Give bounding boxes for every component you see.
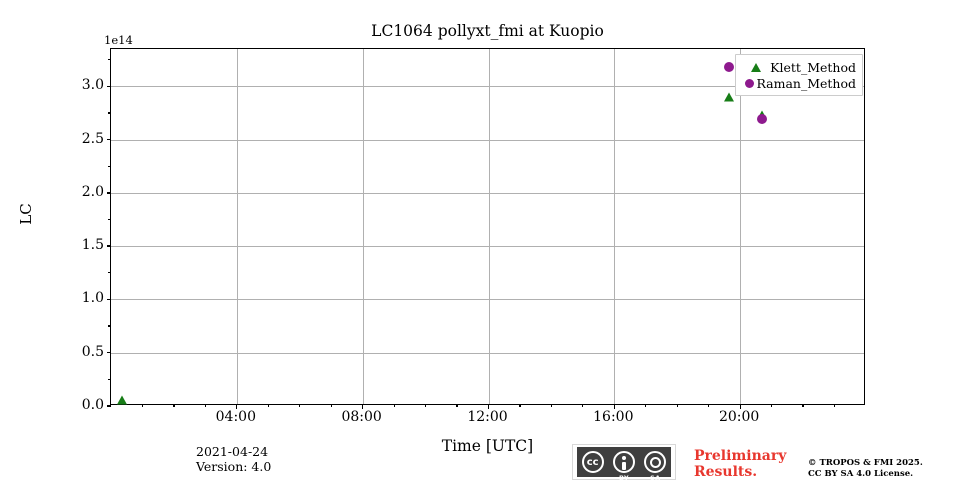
y-axis-label: LC	[17, 203, 35, 225]
footer-date-version: 2021-04-24 Version: 4.0	[196, 444, 271, 474]
gridline-vertical	[614, 49, 616, 404]
legend-box: Klett_Method Raman_Method	[735, 54, 863, 96]
x-tick-mark-minor	[771, 404, 773, 407]
y-tick-mark-minor	[108, 165, 111, 167]
x-tick-mark-minor	[519, 404, 521, 407]
x-tick-label: 12:00	[467, 409, 508, 425]
y-tick-mark	[106, 192, 111, 194]
gridline-horizontal	[111, 86, 864, 88]
data-point-klett[interactable]	[117, 395, 127, 405]
copyright-line-1: © TROPOS & FMI 2025.	[808, 458, 923, 468]
y-tick-mark-minor	[108, 325, 111, 327]
y-tick-label: 1.0	[81, 290, 104, 307]
gridline-horizontal	[111, 192, 864, 194]
y-tick-mark	[106, 245, 111, 247]
preliminary-line-1: Preliminary	[694, 448, 787, 464]
x-axis-label: Time [UTC]	[441, 437, 534, 455]
x-tick-mark	[362, 404, 364, 409]
x-tick-mark-minor	[330, 404, 332, 407]
sa-share-alike-icon: SA	[644, 451, 667, 482]
gridline-horizontal	[111, 139, 864, 141]
x-tick-mark-minor	[267, 404, 269, 407]
x-tick-mark-minor	[708, 404, 710, 407]
x-tick-mark	[739, 404, 741, 409]
x-tick-mark-minor	[456, 404, 458, 407]
y-axis-tick-label-group: 0.0 0.5 1.0 1.5 2.0 2.5 3.0	[54, 48, 104, 413]
x-tick-label: 16:00	[593, 409, 634, 425]
copyright-line-2: CC BY SA 4.0 License.	[808, 468, 914, 479]
preliminary-line-2: Results.	[694, 464, 758, 480]
y-tick-mark-minor	[108, 112, 111, 114]
y-tick-label: 3.0	[81, 77, 104, 94]
data-point-raman[interactable]	[757, 114, 768, 125]
footer-date-text: 2021-04-24	[196, 444, 269, 459]
x-tick-mark	[613, 404, 615, 409]
gridline-horizontal	[111, 246, 864, 248]
gridline-vertical	[740, 49, 742, 404]
footer-version-text: Version: 4.0	[196, 459, 272, 474]
y-tick-mark	[106, 85, 111, 87]
y-tick-label: 0.5	[81, 343, 104, 360]
y-tick-label: 0.0	[81, 397, 104, 413]
y-tick-label: 2.0	[81, 183, 104, 200]
x-tick-mark-minor	[550, 404, 552, 407]
y-tick-mark	[106, 298, 111, 301]
x-tick-mark-minor	[833, 404, 836, 407]
sa-label: SA	[650, 474, 661, 482]
copyright-note: © TROPOS & FMI 2025. CC BY SA 4.0 Licens…	[808, 458, 923, 479]
plot-area[interactable]	[106, 48, 865, 409]
gridline-vertical	[488, 49, 490, 404]
preliminary-results-note: Preliminary Results.	[694, 448, 786, 480]
x-tick-mark	[236, 404, 238, 409]
gridline-vertical	[236, 49, 238, 404]
creative-commons-badge[interactable]: cc BY SA	[572, 444, 676, 482]
chart-title: LC1064 pollyxt_fmi at Kuopio	[371, 22, 604, 40]
x-tick-label: 08:00	[341, 409, 382, 425]
x-tick-mark-minor	[393, 404, 395, 407]
gridline-horizontal	[111, 352, 864, 354]
y-tick-label: 1.5	[81, 237, 104, 254]
x-tick-mark-minor	[645, 404, 647, 407]
legend-item-klett[interactable]: Klett_Method	[742, 59, 856, 75]
circle-icon	[742, 78, 756, 88]
by-person-icon: BY	[612, 451, 635, 482]
y-tick-mark-minor	[108, 218, 111, 221]
x-tick-mark-minor	[424, 404, 427, 407]
x-tick-mark-minor	[299, 404, 301, 407]
gridline-vertical	[362, 49, 364, 404]
x-tick-label: 04:00	[215, 409, 257, 425]
x-tick-mark-minor	[141, 404, 144, 407]
x-tick-mark-minor	[173, 404, 175, 407]
x-tick-mark-minor	[582, 404, 584, 407]
gridline-horizontal	[111, 299, 864, 301]
y-tick-label: 2.5	[81, 130, 104, 147]
data-point-klett[interactable]	[724, 92, 735, 102]
y-tick-mark-minor	[108, 378, 111, 380]
triangle-icon	[742, 62, 770, 72]
legend-item-raman[interactable]: Raman_Method	[742, 75, 856, 91]
y-tick-mark-minor	[108, 272, 111, 274]
x-tick-mark	[487, 404, 490, 409]
y-tick-mark	[106, 405, 111, 407]
legend-label-raman: Raman_Method	[756, 75, 856, 91]
x-tick-mark-minor	[802, 404, 804, 407]
x-tick-label: 20:00	[718, 409, 760, 425]
by-label: BY	[619, 474, 629, 482]
x-tick-mark-minor	[676, 404, 678, 407]
legend-label-klett: Klett_Method	[770, 59, 856, 75]
y-axis-exponent-label: 1e14	[104, 33, 133, 47]
data-point-raman[interactable]	[724, 62, 735, 73]
y-tick-mark	[106, 138, 111, 141]
cc-icon-text: cc	[586, 456, 599, 468]
cc-icon: cc	[581, 451, 604, 473]
y-tick-mark-minor	[108, 59, 111, 61]
y-tick-mark	[106, 352, 111, 354]
x-tick-mark-minor	[204, 404, 206, 407]
